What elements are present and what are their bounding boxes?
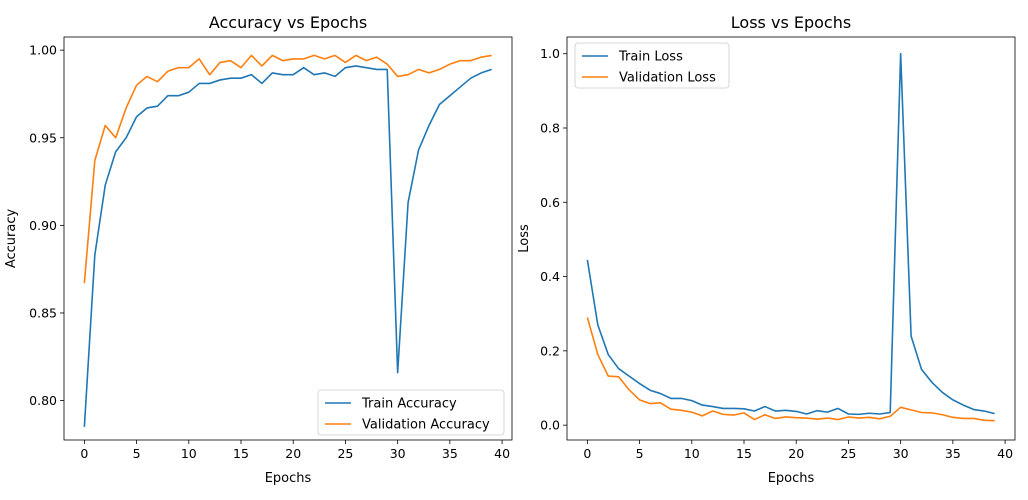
x-axis-label: Epochs xyxy=(265,471,312,486)
x-tick-label: 30 xyxy=(893,446,909,461)
legend-box xyxy=(317,389,505,436)
y-tick-label: 0.4 xyxy=(540,269,560,284)
legend: Train Accuracy Validation Accuracy xyxy=(317,389,505,436)
x-tick-label: 10 xyxy=(684,446,700,461)
legend-label: Validation Loss xyxy=(619,71,716,86)
legend-label: Train Accuracy xyxy=(361,397,457,412)
axes-frame xyxy=(63,36,513,441)
x-tick-label: 15 xyxy=(233,446,249,461)
x-tick-label: 30 xyxy=(390,446,406,461)
series-line-validation-accuracy xyxy=(83,54,492,284)
axes-frame xyxy=(566,36,1016,441)
x-tick-label: 25 xyxy=(337,446,353,461)
legend-label: Train Loss xyxy=(618,50,683,65)
x-tick-label: 0 xyxy=(80,446,88,461)
y-tick-label: 0.2 xyxy=(540,343,560,358)
x-tick-label: 20 xyxy=(788,446,804,461)
y-axis-label: Loss xyxy=(517,224,532,253)
chart-1: Accuracy vs Epochs 0 5 10 15 20 25 30 35 40 0.80 0.… xyxy=(4,13,513,486)
chart-title: Accuracy vs Epochs xyxy=(209,13,367,32)
y-axis-label: Accuracy xyxy=(4,209,19,269)
series-line-train-loss xyxy=(586,52,995,416)
x-tick-label: 40 xyxy=(997,446,1013,461)
x-tick-label: 25 xyxy=(840,446,856,461)
chart-title: Loss vs Epochs xyxy=(731,13,851,32)
y-tick-label: 1.00 xyxy=(29,43,57,58)
y-tick-label: 0.90 xyxy=(29,218,57,233)
legend-label: Validation Accuracy xyxy=(362,418,490,433)
y-tick-label: 0.6 xyxy=(540,195,560,210)
x-axis-label: Epochs xyxy=(768,471,815,486)
x-tick-label: 20 xyxy=(285,446,301,461)
series-line-validation-loss xyxy=(586,317,995,422)
y-tick-label: 1.0 xyxy=(540,46,560,61)
y-tick-label: 0.85 xyxy=(29,305,57,320)
x-tick-label: 40 xyxy=(494,446,510,461)
legend-box xyxy=(574,42,730,89)
x-tick-label: 5 xyxy=(133,446,141,461)
x-tick-label: 0 xyxy=(583,446,591,461)
y-tick-label: 0.8 xyxy=(540,121,560,136)
chart-2: Loss vs Epochs 0 5 10 15 20 25 30 35 40 0.0 0.2 0.4 0… xyxy=(517,13,1016,486)
y-tick-label: 0.95 xyxy=(29,130,57,145)
y-tick-label: 0.80 xyxy=(29,393,57,408)
legend: Train Loss Validation Loss xyxy=(574,42,730,89)
x-tick-label: 35 xyxy=(945,446,961,461)
x-tick-label: 35 xyxy=(442,446,458,461)
y-tick-label: 0.0 xyxy=(540,418,560,433)
x-tick-label: 15 xyxy=(736,446,752,461)
x-tick-label: 5 xyxy=(636,446,644,461)
x-tick-label: 10 xyxy=(181,446,197,461)
series-line-train-accuracy xyxy=(83,65,492,427)
